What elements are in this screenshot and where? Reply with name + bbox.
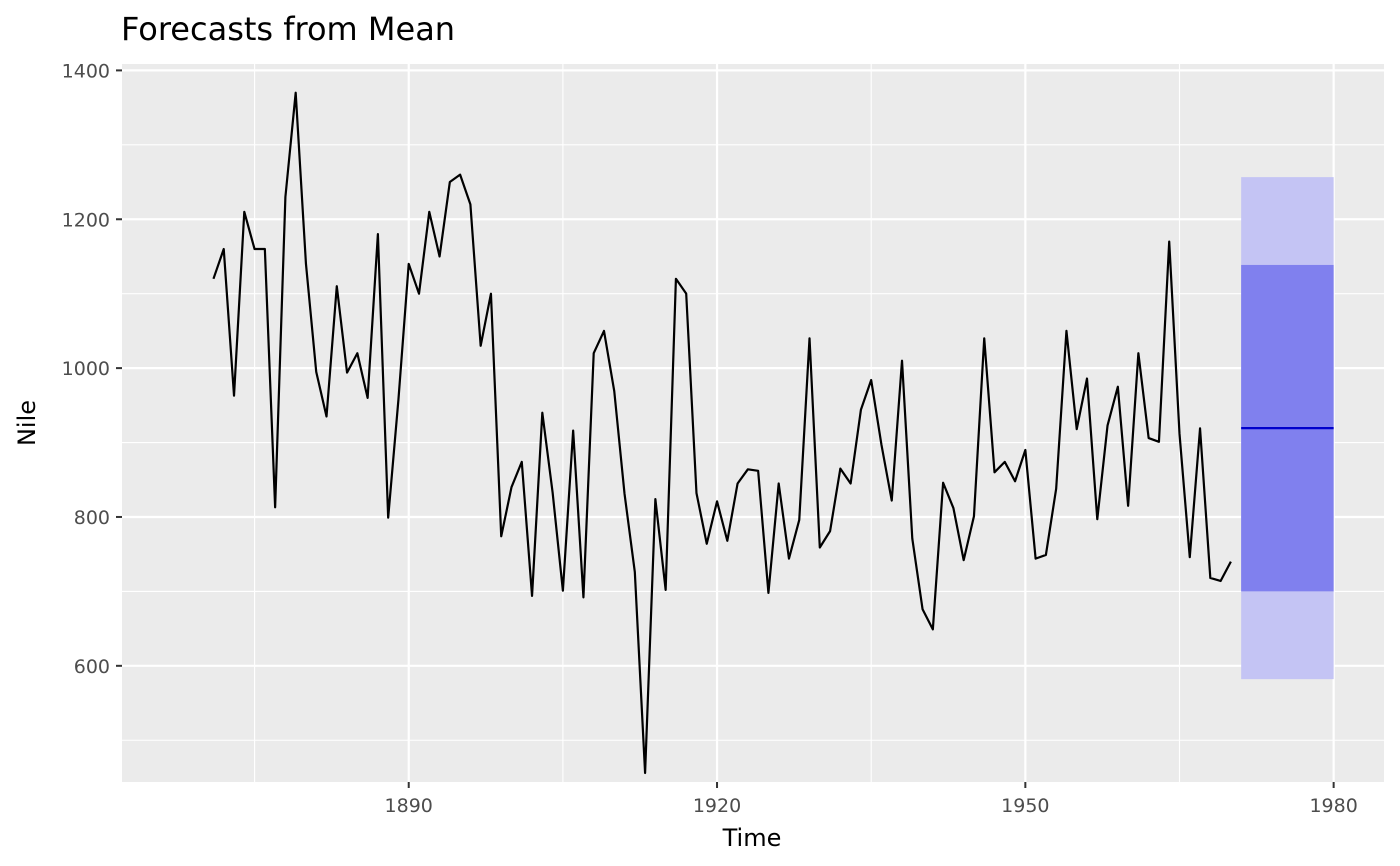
y-tick-label: 800 xyxy=(74,507,110,529)
series-line xyxy=(212,91,1232,775)
y-tick-label: 1000 xyxy=(62,358,110,380)
x-tick-label: 1950 xyxy=(1001,795,1049,817)
x-tick-label: 1920 xyxy=(693,795,741,817)
x-tick-label: 1980 xyxy=(1309,795,1357,817)
y-tick-label: 1200 xyxy=(62,209,110,231)
y-tick-label: 600 xyxy=(74,656,110,678)
plot-panel xyxy=(122,64,1384,782)
x-axis-title: Time xyxy=(722,824,782,852)
chart-title: Forecasts from Mean xyxy=(121,10,455,48)
x-tick-label: 1890 xyxy=(385,795,433,817)
y-tick-label: 1400 xyxy=(62,60,110,82)
y-axis-title: Nile xyxy=(13,400,41,446)
